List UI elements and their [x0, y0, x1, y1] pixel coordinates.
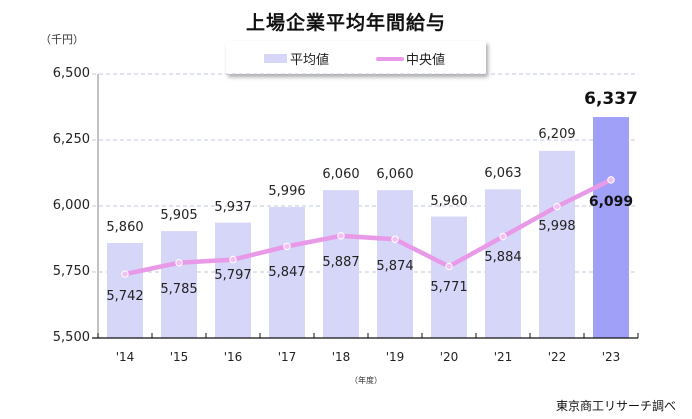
line-value-label: 5,887 [322, 255, 360, 270]
x-tick-label: '15 [169, 350, 189, 364]
y-tick-label: 6,000 [52, 198, 90, 213]
line-value-label: 5,884 [484, 250, 522, 265]
bar-value-label: 6,063 [484, 166, 522, 181]
bar [431, 216, 467, 338]
median-point [553, 202, 561, 211]
line-value-label-highlight: 6,099 [588, 194, 634, 210]
y-tick-label: 6,250 [52, 132, 90, 147]
bar [377, 190, 413, 338]
x-tick-label: '18 [331, 350, 351, 364]
line-value-label: 5,797 [214, 268, 252, 283]
median-point [445, 262, 453, 271]
bar-value-label: 6,209 [538, 127, 576, 142]
y-tick-label: 5,500 [52, 330, 90, 345]
line-value-label: 5,771 [430, 280, 468, 295]
bar-value-label: 6,060 [322, 167, 360, 182]
line-value-label: 5,742 [106, 289, 144, 304]
line-value-label: 5,785 [160, 282, 198, 297]
bar-value-label: 5,937 [214, 200, 252, 215]
median-point [175, 259, 183, 267]
legend-label-median: 中央値 [406, 53, 446, 68]
median-point [391, 235, 399, 243]
bar-value-label: 6,060 [376, 167, 414, 182]
y-axis-unit: （千円） [40, 33, 84, 46]
median-point [607, 176, 615, 184]
bar [161, 231, 197, 338]
median-point [229, 255, 237, 264]
x-tick-label: '17 [277, 350, 297, 364]
median-point [121, 270, 129, 278]
bar [539, 150, 575, 338]
x-tick-label: '22 [547, 350, 567, 364]
median-point [283, 242, 291, 251]
bar [269, 207, 305, 338]
bars [107, 117, 629, 338]
x-axis-unit: （年度） [350, 376, 382, 385]
legend-label-average: 平均値 [290, 53, 330, 68]
line-value-label: 5,874 [376, 259, 414, 274]
line-swatch-icon [376, 56, 404, 61]
median-line [121, 176, 615, 278]
bar [323, 190, 359, 338]
bar [107, 242, 143, 338]
axes [92, 74, 639, 339]
x-tick-label: '16 [223, 350, 243, 364]
y-tick-label: 5,750 [52, 264, 90, 279]
bar-value-label: 5,905 [160, 208, 198, 223]
source-note: 東京商工リサーチ調べ [555, 399, 676, 413]
bar-value-label-highlight: 6,337 [584, 89, 638, 109]
legend-item-median: 中央値 [376, 49, 445, 68]
bar [593, 117, 629, 338]
line-value-label: 5,847 [268, 265, 306, 280]
bar [215, 222, 251, 338]
line-value-label: 5,998 [538, 219, 576, 234]
median-point [499, 232, 507, 241]
x-tick-label: '14 [115, 350, 135, 364]
x-tick-label: '20 [439, 350, 459, 364]
bar-value-label: 5,860 [106, 220, 144, 235]
x-tick-label: '21 [493, 350, 513, 364]
bar-value-label: 5,960 [430, 194, 468, 209]
median-point [337, 232, 345, 240]
x-tick-label: '19 [385, 350, 405, 364]
bar [485, 189, 521, 338]
x-tick-label: '23 [601, 350, 621, 364]
bar-value-label: 5,996 [268, 184, 306, 199]
y-tick-label: 6,500 [52, 66, 90, 81]
chart-title: 上場企業平均年間給与 [245, 12, 446, 34]
legend: 平均値 中央値 [226, 41, 486, 74]
bar-swatch-icon [264, 54, 287, 63]
legend-item-average: 平均値 [264, 49, 329, 68]
median-line-path [122, 177, 614, 277]
